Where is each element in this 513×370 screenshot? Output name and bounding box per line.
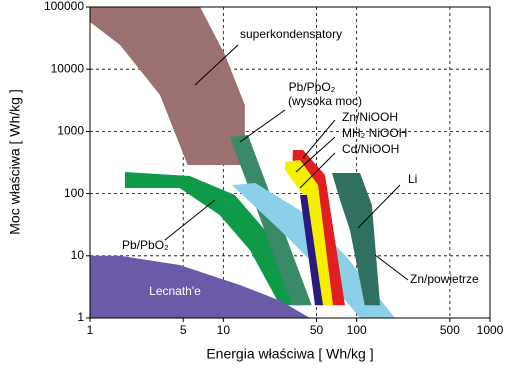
annotation: Li	[408, 172, 417, 186]
plot-border	[89, 6, 491, 319]
annotation: Zn/powietrze	[410, 272, 479, 286]
leader-line	[374, 254, 409, 281]
x-tick-label: 500	[440, 323, 460, 337]
leader-lines	[164, 44, 409, 281]
x-tick-label: 1	[87, 323, 94, 337]
x-tick-label: 10	[217, 323, 231, 337]
leader-line	[302, 119, 336, 159]
leader-line	[164, 199, 216, 241]
annotation: (wysoka moc)	[288, 94, 362, 108]
region	[124, 172, 301, 306]
annotation: Pb/PbO₂	[122, 238, 169, 252]
y-tick-label: 1000	[57, 124, 84, 138]
x-tick-label: 5	[180, 323, 187, 337]
leader-line	[194, 44, 239, 86]
leader-line	[299, 152, 336, 189]
y-tick-label: 10	[71, 248, 85, 262]
annotation: Lecnath'e	[149, 284, 201, 298]
x-tick-label: 100	[347, 323, 367, 337]
y-tick-label: 1	[77, 310, 84, 324]
region	[300, 194, 323, 306]
plot-area	[89, 6, 491, 319]
annotation: Pb/PbO₂	[289, 80, 336, 94]
y-axis-label: Moc właściwa [ Wh/kg ]	[7, 89, 23, 234]
leader-line	[295, 136, 336, 173]
x-tick-label: 1000	[477, 323, 504, 337]
annotation: Cd/NiOOH	[342, 142, 399, 156]
region	[331, 173, 381, 306]
leader-line	[239, 109, 286, 143]
region	[90, 255, 311, 318]
annotation: MH₂ NiOOH	[342, 126, 407, 140]
annotation: superkondensatory	[240, 27, 342, 41]
annotation: Zn/NiOOH	[342, 110, 398, 124]
x-tick-label: 50	[310, 323, 324, 337]
y-tick-label: 10000	[51, 61, 85, 75]
y-tick-label: 100000	[44, 0, 84, 13]
leader-line	[357, 184, 401, 229]
y-tick-label: 100	[64, 186, 84, 200]
x-axis-label: Energia właściwa [ Wh/kg ]	[206, 346, 373, 362]
region	[90, 7, 245, 166]
